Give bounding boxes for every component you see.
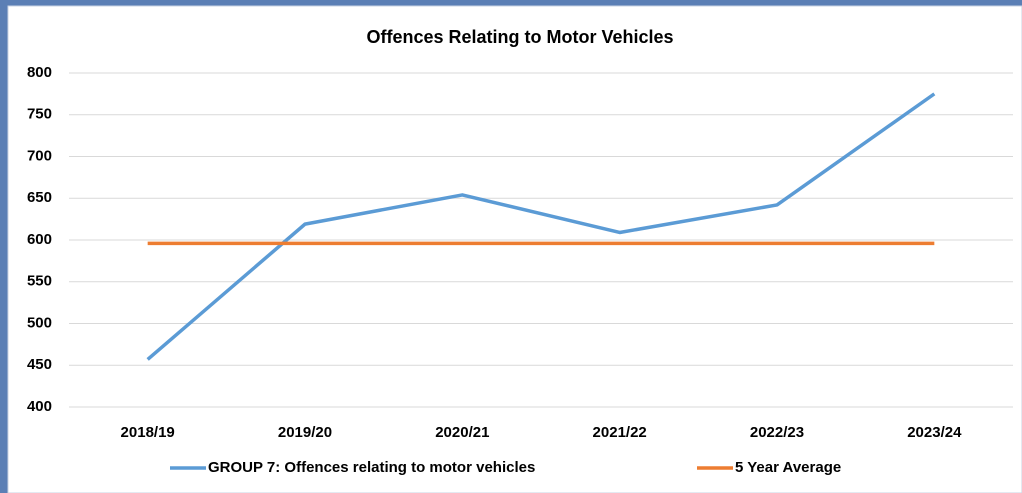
series-line bbox=[146, 92, 936, 361]
legend-label: 5 Year Average bbox=[735, 459, 841, 476]
x-tick-label: 2021/22 bbox=[593, 424, 647, 441]
x-tick-label: 2022/23 bbox=[750, 424, 804, 441]
y-tick-label: 600 bbox=[27, 231, 52, 248]
y-tick-label: 400 bbox=[27, 398, 52, 415]
x-tick-label: 2019/20 bbox=[278, 424, 332, 441]
legend-label: GROUP 7: Offences relating to motor vehi… bbox=[208, 459, 535, 476]
y-tick-label: 450 bbox=[27, 356, 52, 373]
chart-area bbox=[7, 5, 1022, 493]
y-tick-label: 750 bbox=[27, 106, 52, 123]
x-tick-label: 2023/24 bbox=[907, 424, 962, 441]
y-tick-label: 650 bbox=[27, 189, 52, 206]
y-tick-label: 550 bbox=[27, 273, 52, 290]
y-tick-label: 500 bbox=[27, 314, 52, 331]
chart-title: Offences Relating to Motor Vehicles bbox=[366, 27, 673, 47]
x-tick-label: 2020/21 bbox=[435, 424, 489, 441]
y-tick-label: 800 bbox=[27, 64, 52, 81]
y-tick-label: 700 bbox=[27, 147, 52, 164]
x-tick-label: 2018/19 bbox=[121, 424, 175, 441]
